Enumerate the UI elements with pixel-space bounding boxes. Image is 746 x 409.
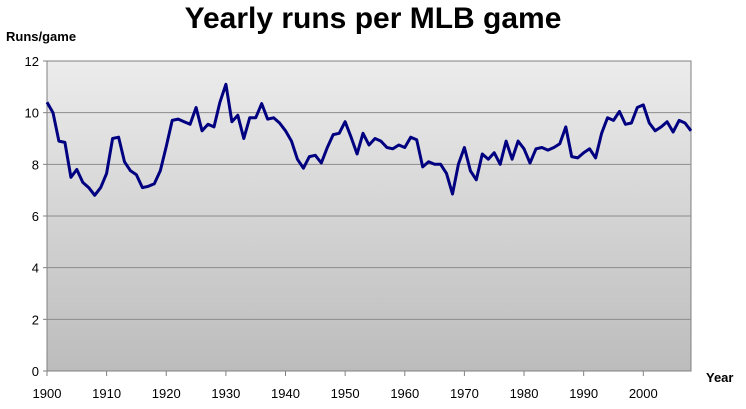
- y-tick-label: 2: [32, 312, 39, 327]
- x-axis-label: Year: [706, 370, 733, 385]
- x-tick-label: 1980: [510, 386, 539, 401]
- y-tick-label: 8: [32, 157, 39, 172]
- y-tick-label: 6: [32, 209, 39, 224]
- y-axis-label: Runs/game: [6, 29, 76, 44]
- x-tick-label: 1910: [92, 386, 121, 401]
- x-axis-ticks: 1900 1910 1920 1930 1940 1950 1960 1970 1980 1990…: [33, 371, 658, 401]
- x-tick-label: 2000: [629, 386, 658, 401]
- y-tick-label: 10: [25, 106, 39, 121]
- runs-per-game-line: [45, 82, 693, 197]
- x-tick-label: 1920: [152, 386, 181, 401]
- x-tick-label: 1960: [390, 386, 419, 401]
- y-tick-label: 0: [32, 364, 39, 379]
- x-tick-label: 1930: [211, 386, 240, 401]
- x-tick-label: 1970: [450, 386, 479, 401]
- y-axis-ticks: 0 2 4 6 8 10 12: [25, 54, 47, 379]
- x-tick-label: 1940: [271, 386, 300, 401]
- x-tick-label: 1900: [33, 386, 62, 401]
- y-tick-label: 12: [25, 54, 39, 69]
- x-tick-label: 1990: [569, 386, 598, 401]
- chart-title: Yearly runs per MLB game: [184, 2, 562, 35]
- y-tick-label: 4: [32, 261, 39, 276]
- x-tick-label: 1950: [331, 386, 360, 401]
- gridlines: [47, 112, 691, 320]
